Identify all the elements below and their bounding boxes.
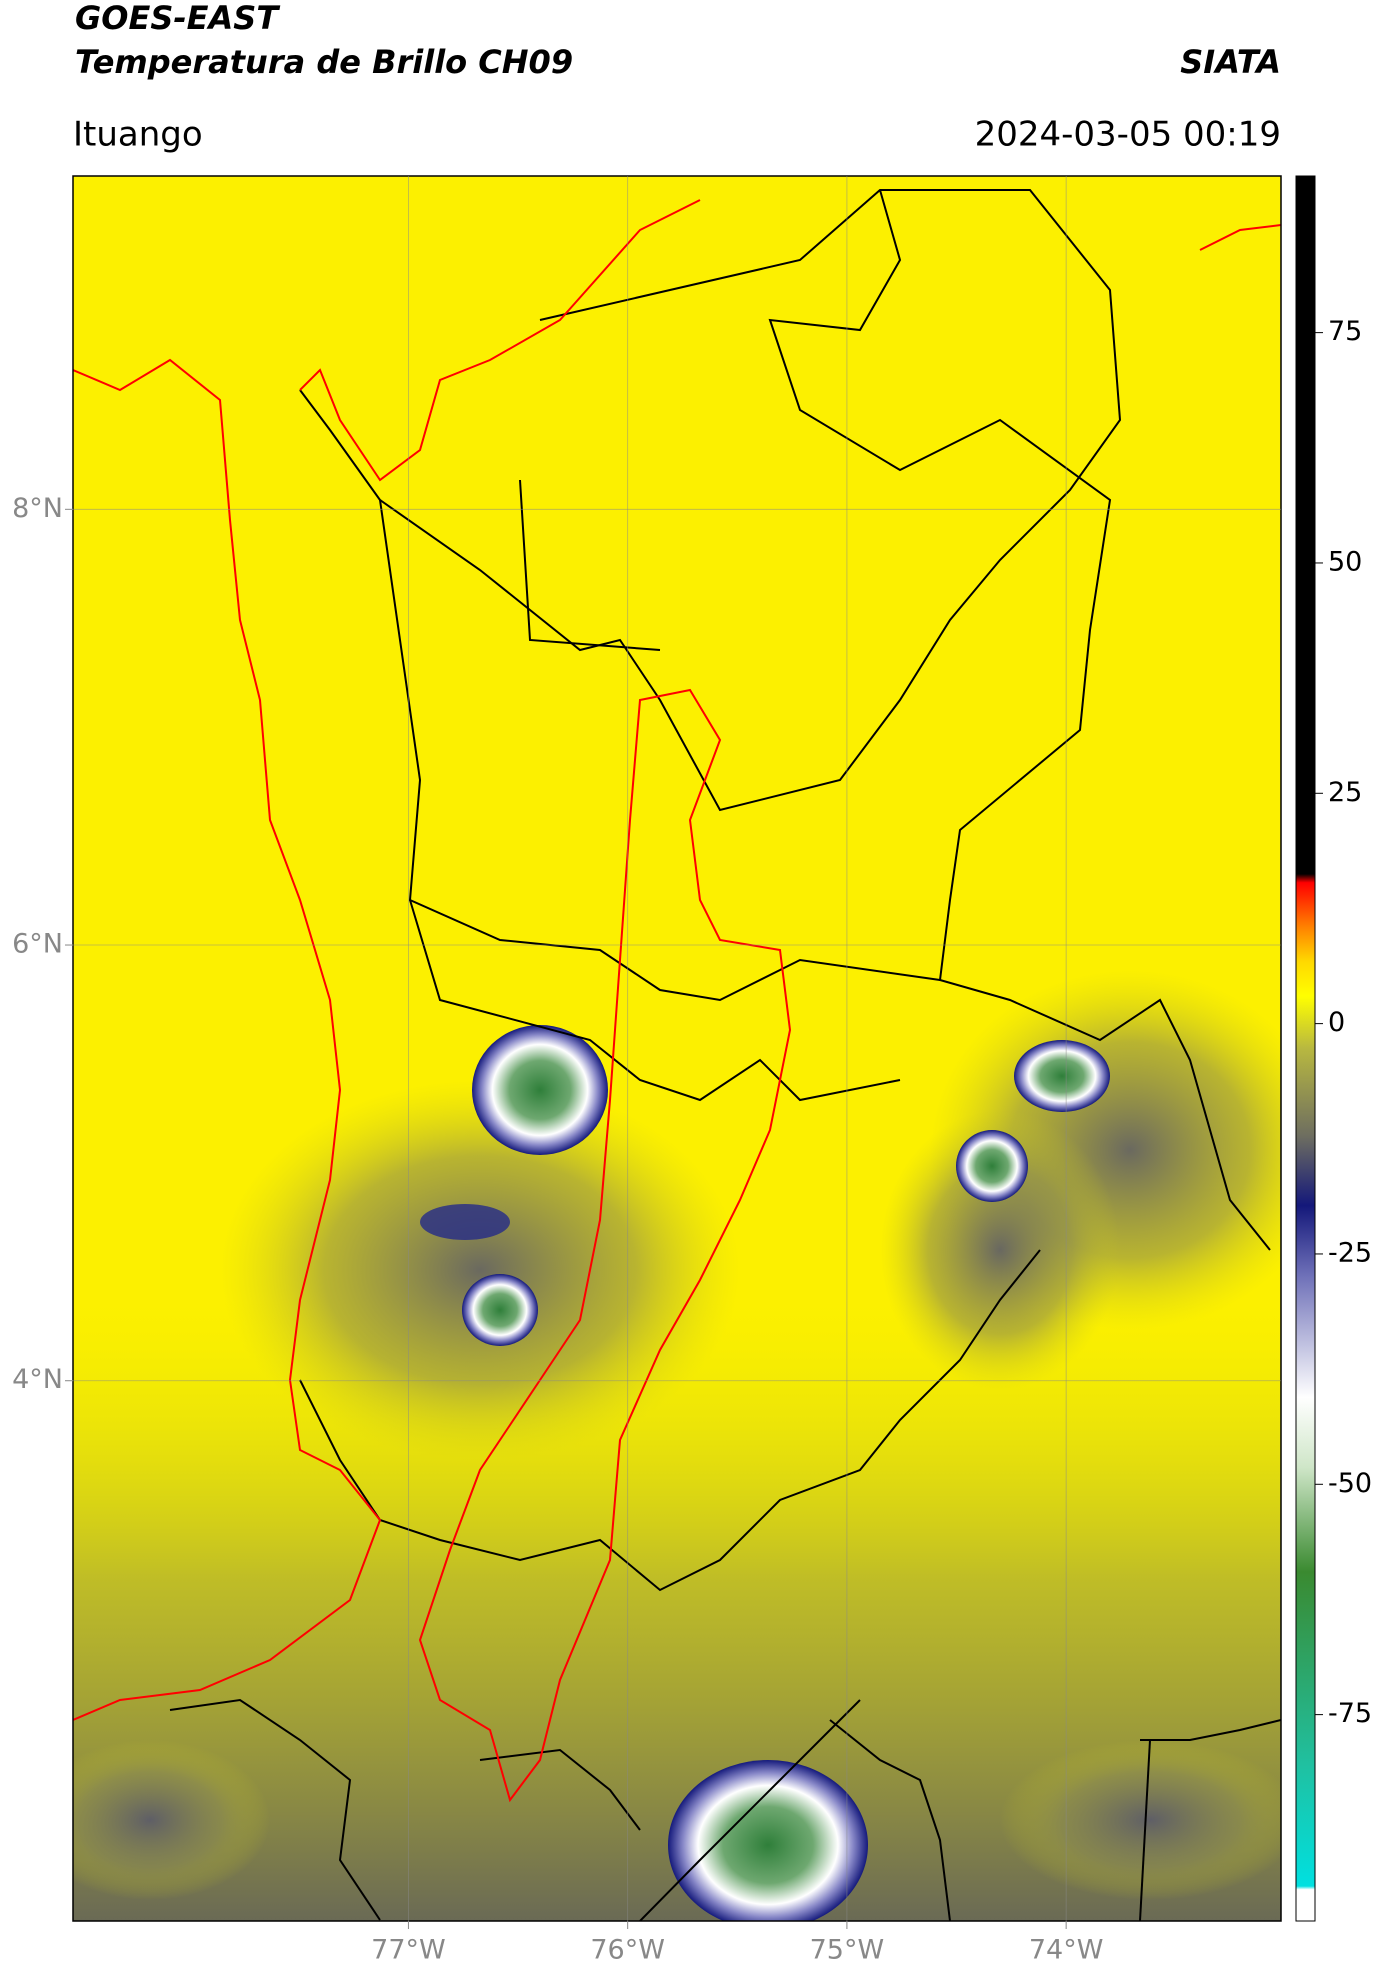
map-image	[73, 176, 1281, 1921]
location: Ituango	[73, 115, 203, 155]
y-tick-label: 8°N	[12, 493, 63, 524]
colorbar-tick-label: -25	[1328, 1237, 1372, 1268]
y-tick-label: 4°N	[12, 1364, 63, 1395]
colorbar-tick-label: -75	[1328, 1698, 1372, 1729]
colorbar-tick-label: 0	[1328, 1007, 1345, 1038]
colorbar-tick-label: 25	[1328, 777, 1362, 808]
y-tick-label: 6°N	[12, 929, 63, 960]
colorbar-tick-label: 50	[1328, 546, 1362, 577]
subtitle: Temperatura de Brillo CH09	[75, 43, 573, 81]
colorbar-tick-label: -50	[1328, 1468, 1372, 1499]
x-tick-label: 75°W	[810, 1935, 885, 1966]
x-tick-label: 77°W	[371, 1935, 446, 1966]
source: SIATA	[1180, 43, 1281, 81]
x-tick-label: 74°W	[1029, 1935, 1104, 1966]
colorbar	[1295, 175, 1316, 1922]
title: GOES-EAST	[75, 0, 280, 37]
colorbar-tick-label: 75	[1328, 316, 1362, 347]
datetime: 2024-03-05 00:19	[975, 115, 1281, 155]
map-frame	[72, 175, 1282, 1922]
x-tick-label: 76°W	[590, 1935, 665, 1966]
